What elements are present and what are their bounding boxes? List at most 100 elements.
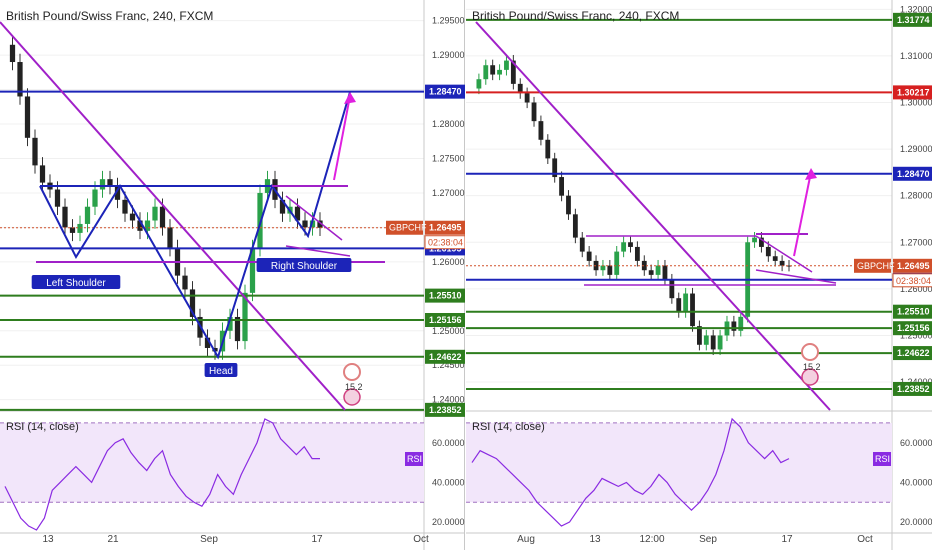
- candle-body: [476, 79, 482, 89]
- rsi-band: [466, 422, 892, 503]
- last-price-label: 1.26495: [429, 223, 462, 233]
- candle-body: [641, 260, 647, 271]
- candle-body: [586, 251, 592, 261]
- candle-body: [302, 220, 308, 228]
- candle-body: [204, 337, 211, 348]
- candle-body: [648, 270, 654, 275]
- rsi-tick-label: 60.0000: [432, 438, 465, 448]
- candle-body: [683, 293, 689, 313]
- candle-body: [62, 206, 68, 228]
- candle-body: [593, 260, 599, 271]
- candle-body: [32, 137, 38, 166]
- candle-body: [159, 206, 166, 228]
- pattern-label: Left Shoulder: [46, 278, 106, 289]
- price-badge: [425, 84, 465, 99]
- candle-body: [752, 237, 757, 243]
- price-badge: [893, 304, 932, 319]
- candle-body: [234, 316, 241, 342]
- pattern-label-box: [256, 258, 352, 272]
- candle-body: [545, 139, 551, 159]
- candle-body: [182, 275, 188, 290]
- candle-body: [634, 246, 640, 261]
- rsi-band: [0, 422, 424, 503]
- chart-title: British Pound/Swiss Franc, 240, FXCM: [6, 9, 214, 23]
- rsi-line: [4, 418, 320, 531]
- candle-body: [122, 199, 128, 214]
- candle-body: [655, 265, 661, 275]
- candle-body: [531, 102, 537, 122]
- y-tick-label: 1.27500: [432, 153, 465, 163]
- arrow-head: [344, 92, 356, 104]
- rsi-line: [471, 417, 790, 527]
- countdown-label: 02:38:04: [428, 238, 463, 248]
- rsi-badge: [873, 452, 891, 466]
- candle-body: [257, 192, 263, 249]
- y-tick-label: 1.29000: [900, 144, 932, 154]
- candle-body: [227, 316, 233, 331]
- candle-body: [294, 206, 301, 221]
- x-tick-label: 21: [107, 534, 119, 545]
- symbol-badge: [386, 220, 423, 235]
- symbol-badge: [854, 258, 891, 273]
- price-badge-label: 1.23852: [897, 384, 930, 394]
- candle-body: [738, 316, 744, 331]
- rsi-tick-label: 20.0000: [432, 517, 465, 527]
- candle-body: [710, 335, 716, 350]
- candle-body: [504, 60, 509, 70]
- y-tick-label: 1.28000: [432, 119, 465, 129]
- y-tick-label: 1.27000: [900, 237, 932, 247]
- price-badge: [893, 85, 932, 100]
- y-tick-label: 1.26000: [432, 257, 465, 267]
- price-badge: [425, 313, 465, 328]
- rsi-tick-label: 20.0000: [900, 517, 932, 527]
- x-tick-label: Oct: [857, 534, 873, 545]
- candle-body: [572, 214, 578, 238]
- price-badge: [425, 288, 465, 303]
- candle-body: [621, 242, 627, 252]
- candle-body: [628, 242, 633, 247]
- y-tick-label: 1.25000: [900, 330, 932, 340]
- price-badge: [893, 166, 932, 181]
- y-tick-label: 1.24000: [432, 395, 465, 405]
- price-badge-label: 1.31774: [897, 15, 930, 25]
- candle-body: [765, 246, 771, 257]
- last-price-badge: [425, 220, 465, 235]
- price-badge-label: 1.25510: [429, 291, 462, 301]
- y-tick-label: 1.25000: [432, 326, 465, 336]
- candle-body: [144, 220, 151, 231]
- candle-body: [189, 289, 196, 317]
- price-badge: [893, 12, 932, 27]
- trendline: [333, 95, 351, 181]
- trendline: [793, 171, 812, 257]
- right-price-chart[interactable]: 1.32000 1.31000 1.30000 1.29000 1.28000 1.270…: [466, 0, 932, 550]
- candle-body: [114, 186, 121, 200]
- candle-body: [697, 326, 702, 345]
- pattern-label-box: [204, 363, 238, 377]
- pattern-label: Right Shoulder: [271, 261, 338, 272]
- left-price-chart[interactable]: Left Shoulder Head Right Shoulder 1.29500 1.…: [0, 0, 465, 550]
- y-tick-label: 1.29500: [432, 16, 465, 26]
- rsi-tick-label: 40.0000: [432, 477, 465, 487]
- x-tick-label: 12:00: [639, 534, 664, 545]
- y-tick-label: 1.24500: [432, 360, 465, 370]
- price-badge: [893, 321, 932, 336]
- indicator-value: 15.2: [345, 382, 363, 392]
- candle-body: [524, 93, 530, 103]
- flag-icon: [801, 368, 819, 386]
- y-tick-label: 1.28000: [900, 191, 932, 201]
- rsi-badge-label: RSI: [407, 454, 422, 464]
- trendline: [755, 269, 837, 284]
- countdown-badge: [892, 273, 932, 288]
- last-price-badge: [893, 258, 932, 273]
- symbol-badge-label: GBPCHF: [389, 223, 427, 233]
- pattern-label-box: [31, 275, 121, 289]
- price-badge: [425, 349, 465, 364]
- trendline: [285, 195, 343, 241]
- countdown-label: 02:38:04: [896, 276, 931, 286]
- x-tick-label: Oct: [413, 534, 429, 545]
- price-badge-label: 1.28470: [429, 87, 462, 97]
- x-tick-label: Sep: [200, 534, 218, 545]
- y-tick-label: 1.31000: [900, 51, 932, 61]
- flag-icon: [343, 388, 361, 406]
- candle-body: [137, 220, 143, 231]
